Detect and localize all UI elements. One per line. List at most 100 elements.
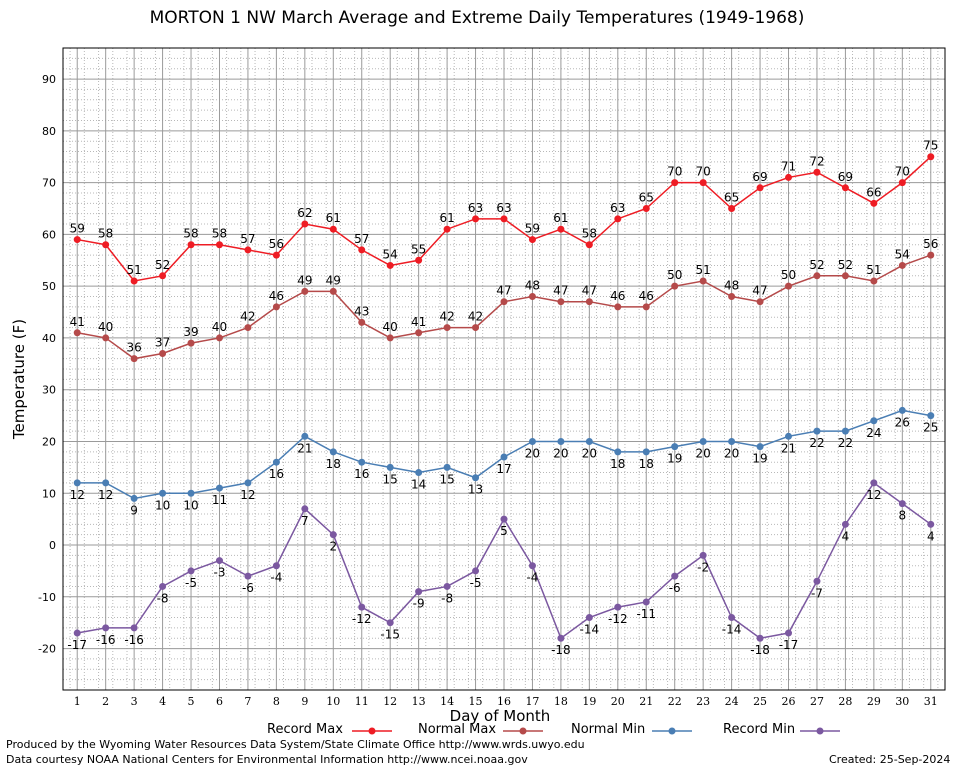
data-label-normal-max: 48 [525, 279, 540, 293]
data-label-record-max: 58 [98, 227, 113, 241]
data-label-normal-min: 22 [809, 436, 824, 450]
data-label-record-max: 56 [269, 237, 284, 251]
data-label-normal-min: 25 [923, 421, 938, 435]
data-label-record-max: 63 [610, 201, 625, 215]
data-label-normal-min: 21 [297, 441, 312, 455]
data-label-normal-min: 20 [696, 446, 711, 460]
data-label-record-max: 59 [70, 222, 85, 236]
data-point-normal-min [585, 437, 593, 445]
data-label-normal-max: 41 [70, 315, 85, 329]
x-tick-label: 31 [924, 695, 938, 708]
data-label-normal-max: 40 [383, 320, 398, 334]
data-point-record-max [813, 168, 821, 176]
data-point-record-max [585, 241, 593, 249]
data-point-record-min [557, 634, 565, 642]
data-label-normal-min: 22 [838, 436, 853, 450]
data-point-normal-max [528, 293, 536, 301]
data-label-record-min: 7 [301, 514, 309, 528]
data-label-normal-max: 46 [639, 289, 654, 303]
data-point-record-min [585, 614, 593, 622]
data-label-record-max: 71 [781, 159, 796, 173]
legend: Record Max Normal Max Normal Min Record … [0, 722, 954, 740]
data-point-record-max [272, 251, 280, 259]
data-label-record-min: -9 [413, 597, 425, 611]
data-point-normal-min [102, 479, 110, 487]
y-tick-label: 80 [42, 125, 56, 138]
data-label-normal-min: 9 [130, 503, 138, 517]
legend-label-record-max: Record Max [267, 722, 343, 737]
plot-frame [62, 47, 946, 691]
data-label-normal-max: 46 [610, 289, 625, 303]
data-label-record-min: -11 [636, 607, 656, 621]
data-point-record-min [500, 515, 508, 523]
data-point-normal-max [756, 298, 764, 306]
y-tick-label: 0 [49, 539, 56, 552]
data-label-record-max: 58 [582, 227, 597, 241]
data-point-normal-min [443, 463, 451, 471]
data-point-normal-min [187, 489, 195, 497]
data-point-normal-min [358, 458, 366, 466]
data-label-record-min: 5 [500, 524, 508, 538]
data-point-record-max [500, 215, 508, 223]
data-label-normal-max: 42 [240, 310, 255, 324]
data-point-normal-max [585, 298, 593, 306]
data-point-normal-max [415, 329, 423, 337]
data-point-normal-max [130, 355, 138, 363]
data-point-normal-min [614, 448, 622, 456]
data-label-record-min: -4 [526, 571, 538, 585]
data-label-record-max: 59 [525, 222, 540, 236]
x-tick-label: 8 [273, 695, 280, 708]
x-tick-label: 14 [440, 695, 454, 708]
data-label-record-min: 8 [899, 509, 907, 523]
data-label-normal-max: 42 [439, 310, 454, 324]
y-tick-label: 50 [42, 280, 56, 293]
data-point-record-max [642, 205, 650, 212]
legend-marker-normal-min [668, 727, 676, 735]
data-label-record-max: 70 [895, 165, 910, 179]
data-point-record-min [386, 619, 394, 627]
data-label-normal-max: 42 [468, 310, 483, 324]
data-label-normal-min: 11 [212, 493, 227, 507]
data-point-record-max [614, 215, 622, 223]
data-label-normal-max: 50 [781, 268, 796, 282]
x-tick-label: 5 [188, 695, 195, 708]
data-point-normal-max [500, 298, 508, 306]
data-label-record-min: -14 [580, 623, 600, 637]
data-point-record-min [187, 567, 195, 575]
x-tick-label: 13 [412, 695, 426, 708]
x-axis-label: Day of Month [449, 707, 551, 725]
data-label-record-min: -3 [213, 566, 225, 580]
data-label-record-max: 57 [240, 232, 255, 246]
data-point-record-max [699, 179, 707, 187]
data-point-normal-max [187, 339, 195, 347]
data-label-normal-max: 51 [866, 263, 881, 277]
data-point-normal-min [528, 437, 536, 445]
data-point-record-min [130, 624, 138, 632]
data-point-normal-max [870, 277, 878, 285]
data-point-normal-max [898, 261, 906, 269]
data-label-normal-max: 56 [923, 237, 938, 251]
data-label-record-min: 12 [866, 488, 881, 502]
data-label-normal-min: 12 [240, 488, 255, 502]
data-label-record-max: 69 [752, 170, 767, 184]
data-point-record-max [898, 179, 906, 187]
data-point-record-max [528, 236, 536, 244]
data-label-record-max: 70 [667, 165, 682, 179]
footer-data-courtesy: Data courtesy NOAA National Centers for … [6, 753, 528, 766]
data-point-record-min [472, 567, 480, 575]
x-tick-label: 30 [895, 695, 909, 708]
data-point-normal-min [301, 432, 309, 440]
data-point-normal-min [472, 474, 480, 482]
data-point-normal-min [785, 432, 793, 440]
data-point-record-min [272, 562, 280, 570]
x-tick-label: 10 [326, 695, 340, 708]
data-point-record-min [73, 629, 81, 637]
data-point-normal-max [557, 298, 565, 306]
data-label-record-min: -2 [697, 560, 709, 574]
data-label-record-min: -4 [270, 571, 282, 585]
data-point-normal-min [642, 448, 650, 456]
data-point-normal-min [756, 443, 764, 451]
data-point-record-max [187, 241, 195, 249]
data-point-normal-min [244, 479, 252, 487]
data-label-normal-max: 46 [269, 289, 284, 303]
